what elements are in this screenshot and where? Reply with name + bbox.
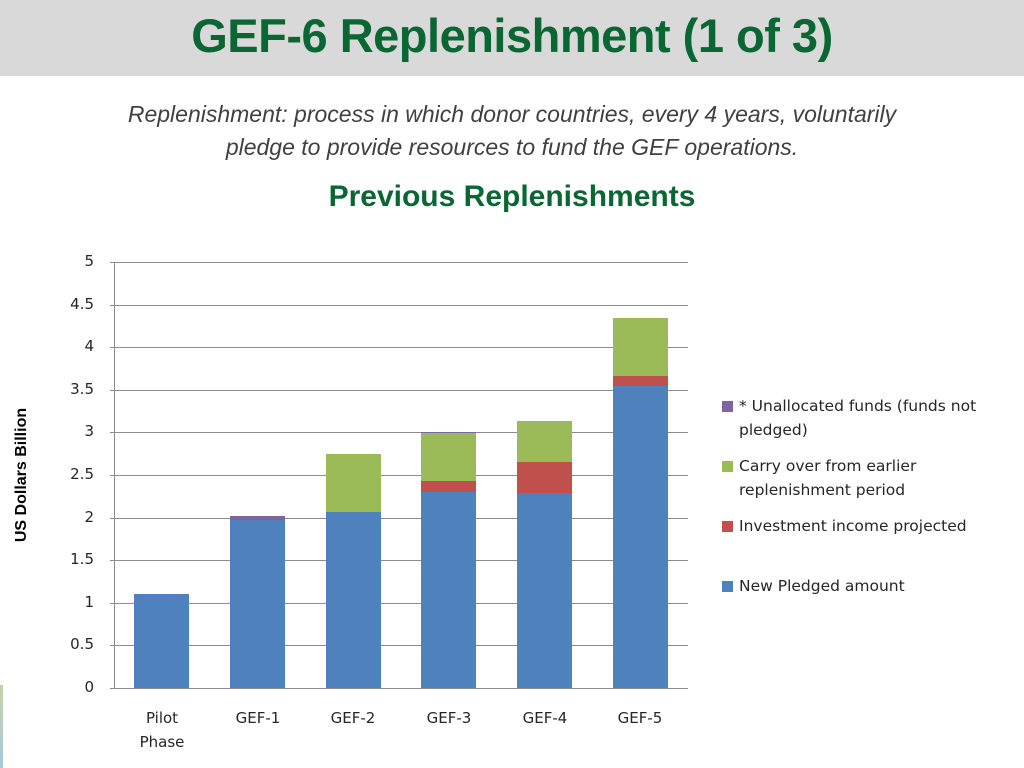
gridline (110, 432, 688, 433)
x-tick-label: GEF-2 (308, 706, 398, 730)
bar-segment (421, 480, 476, 493)
x-tick-label: GEF-5 (595, 706, 685, 730)
chart-title: Previous Replenishments (328, 180, 696, 213)
y-tick-label: 0.5 (70, 635, 94, 653)
x-tick-line: Pilot (145, 709, 179, 727)
legend-label-line: Carry over from earlier (739, 457, 917, 475)
y-tick-label: 5 (84, 252, 94, 270)
bar-segment (517, 421, 572, 463)
x-tick-line: GEF-3 (426, 709, 472, 727)
x-tick-line: GEF-5 (617, 709, 663, 727)
bar-segment (517, 462, 572, 493)
x-tick-label: GEF-3 (404, 706, 494, 730)
definition-line-1: Replenishment: process in which donor co… (127, 101, 897, 127)
definition-line-2: pledge to provide resources to fund the … (225, 134, 799, 160)
y-axis-line (114, 262, 115, 689)
gridline (110, 262, 688, 263)
bar-segment (230, 515, 285, 521)
x-tick-label: Pilot Phase (117, 706, 207, 754)
legend-swatch-icon (722, 461, 733, 472)
y-tick-label: 2.5 (70, 465, 94, 483)
bar-segment (134, 594, 189, 688)
x-tick-line: GEF-4 (522, 709, 568, 727)
y-axis-label: US Dollars Billion (13, 407, 30, 543)
title-bar: GEF-6 Replenishment (1 of 3) (0, 0, 1024, 76)
bar-segment (421, 432, 476, 434)
gridline (110, 688, 688, 689)
legend-label-line: Investment income projected (739, 517, 967, 535)
legend-label-line: * Unallocated funds (funds not (739, 397, 977, 415)
y-tick-label: 3.5 (70, 380, 94, 398)
legend-label: * Unallocated funds (funds not pledged) (739, 394, 1024, 442)
bar-segment (421, 492, 476, 688)
legend-label-line: pledged) (739, 421, 808, 439)
y-tick-label: 2 (84, 508, 94, 526)
y-tick-label: 4.5 (70, 295, 94, 313)
x-tick-label: GEF-1 (213, 706, 303, 730)
y-tick-label: 0 (84, 678, 94, 696)
edge-decoration (0, 685, 3, 768)
x-tick-label: GEF-4 (500, 706, 590, 730)
x-tick-line: GEF-1 (235, 709, 281, 727)
legend-swatch-icon (722, 521, 733, 532)
bar-segment (421, 433, 476, 481)
gridline (110, 475, 688, 476)
legend-swatch-icon (722, 401, 733, 412)
legend-label: Investment income projected (739, 514, 1024, 538)
gridline (110, 645, 688, 646)
legend-label-line: replenishment period (739, 481, 906, 499)
x-tick-line: Phase (139, 733, 185, 751)
bar-segment (517, 492, 572, 688)
y-tick-label: 1 (84, 593, 94, 611)
bar-segment (613, 376, 668, 387)
gridline (110, 390, 688, 391)
legend-label: Carry over from earlier replenishment per… (739, 454, 1024, 502)
gridline (110, 518, 688, 519)
legend-swatch-icon (722, 581, 733, 592)
gridline (110, 603, 688, 604)
replenishment-definition: Replenishment: process in which donor co… (40, 98, 984, 164)
bar-segment (230, 520, 285, 688)
gridline (110, 560, 688, 561)
gridline (110, 305, 688, 306)
y-tick-label: 4 (84, 337, 94, 355)
y-tick-label: 1.5 (70, 550, 94, 568)
slide-title: GEF-6 Replenishment (1 of 3) (191, 9, 833, 62)
bar-segment (613, 386, 668, 688)
bar-segment (326, 453, 381, 513)
bar-segment (326, 512, 381, 688)
bar-segment (613, 318, 668, 377)
legend-label: New Pledged amount (739, 574, 1024, 598)
y-tick-label: 3 (84, 422, 94, 440)
x-tick-line: GEF-2 (330, 709, 376, 727)
legend-label-line: New Pledged amount (739, 577, 905, 595)
gridline (110, 347, 688, 348)
